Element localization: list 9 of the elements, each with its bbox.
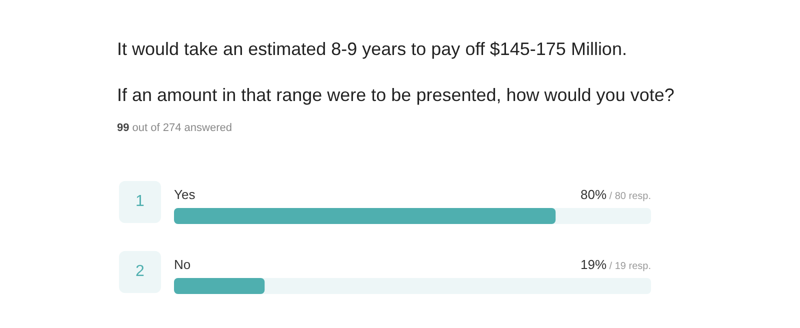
- data-label: 19% / 19 resp.: [580, 257, 651, 272]
- data-label: 80% / 80 resp.: [580, 187, 651, 202]
- y-tick-label: No: [174, 257, 191, 272]
- chart-subtitle: If an amount in that range were to be presented, how would you vote?: [117, 85, 674, 106]
- y-tick-label: Yes: [174, 187, 196, 202]
- text: 99 out of 274 answered: [117, 122, 232, 134]
- number-badge: 1: [119, 181, 161, 223]
- chart-title: It would take an estimated 8-9 years to pay off $145-175 Million.: [117, 39, 627, 60]
- number-badge: 2: [119, 251, 161, 293]
